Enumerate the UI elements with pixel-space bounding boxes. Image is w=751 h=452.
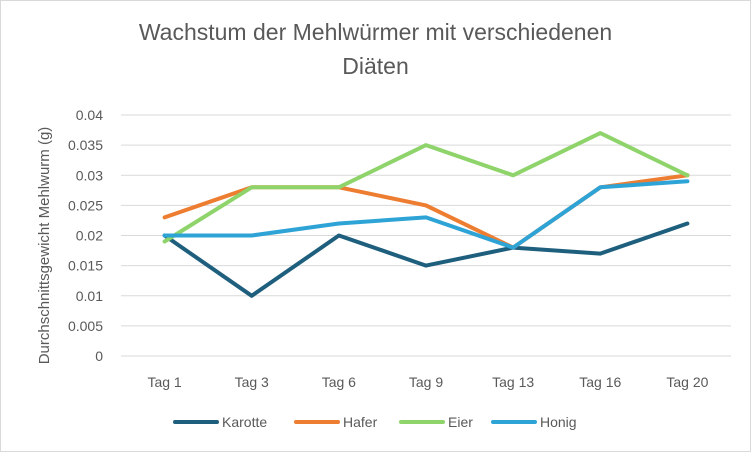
legend: Karotte Hafer Eier Honig — [173, 414, 577, 430]
x-tick-label: Tag 13 — [492, 374, 534, 390]
y-tick-label: 0.02 — [76, 228, 103, 244]
series-line-karotte — [162, 221, 690, 298]
y-tick-label: 0.03 — [76, 167, 103, 183]
y-tick-label: 0.035 — [68, 137, 103, 153]
y-tick-label: 0.005 — [68, 318, 103, 334]
chart-title: Wachstum der Mehlwürmer mit verschiedene… — [1, 15, 750, 83]
legend-label-karotte: Karotte — [222, 414, 267, 430]
legend-label-honig: Honig — [540, 414, 577, 430]
series-lines — [162, 131, 690, 298]
y-tick-label: 0.04 — [76, 107, 103, 123]
y-tick-label: 0.01 — [76, 288, 103, 304]
chart-title-line-1: Wachstum der Mehlwürmer mit verschiedene… — [138, 19, 613, 45]
x-tick-label: Tag 6 — [322, 374, 356, 390]
legend-label-hafer: Hafer — [343, 414, 378, 430]
y-tick-label: 0.015 — [68, 258, 103, 274]
x-tick-label: Tag 9 — [409, 374, 443, 390]
series-line-honig — [162, 179, 690, 250]
x-tick-label: Tag 1 — [147, 374, 181, 390]
y-tick-label: 0.025 — [68, 197, 103, 213]
x-tick-label: Tag 20 — [666, 374, 708, 390]
x-tick-label: Tag 16 — [579, 374, 621, 390]
x-tick-labels: Tag 1 Tag 3 Tag 6 Tag 9 Tag 13 Tag 16 Tag 20 — [147, 374, 708, 390]
y-tick-labels: 0 0.005 0.01 0.015 0.02 0.025 0.03 0.035 0.04 — [68, 107, 103, 364]
series-line-eier — [162, 131, 690, 244]
chart-title-line-2: Diäten — [342, 53, 409, 79]
legend-label-eier: Eier — [448, 414, 473, 430]
x-tick-label: Tag 3 — [235, 374, 269, 390]
y-tick-label: 0 — [95, 348, 103, 364]
y-axis-label: Durchschnittsgewicht Mehlwurm (g) — [36, 127, 53, 365]
